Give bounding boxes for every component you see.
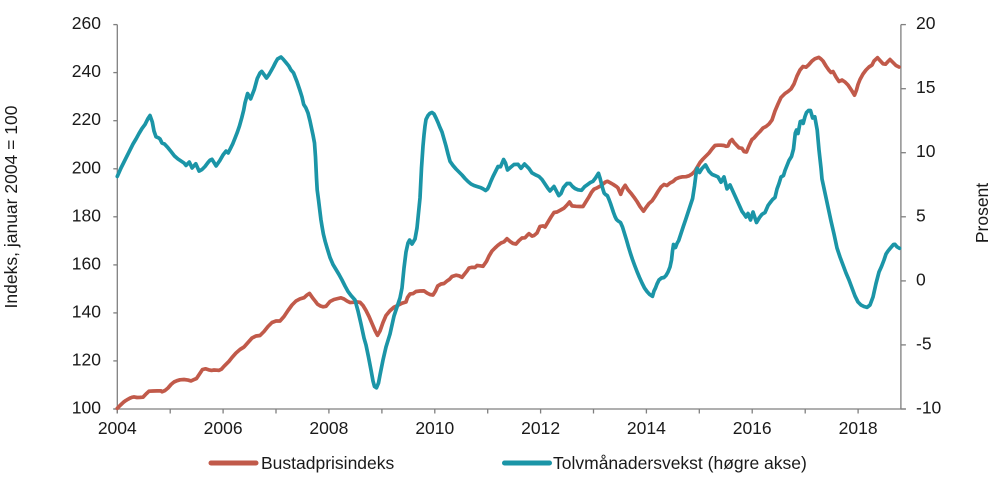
- svg-text:15: 15: [916, 77, 935, 97]
- svg-text:2010: 2010: [415, 418, 454, 438]
- svg-text:240: 240: [72, 61, 101, 81]
- svg-text:140: 140: [72, 301, 101, 321]
- svg-text:Indeks, januar 2004 = 100: Indeks, januar 2004 = 100: [1, 105, 21, 308]
- svg-text:2004: 2004: [98, 418, 137, 438]
- svg-text:160: 160: [72, 253, 101, 273]
- svg-text:10: 10: [916, 141, 936, 161]
- svg-text:2016: 2016: [733, 418, 772, 438]
- svg-text:2008: 2008: [309, 418, 348, 438]
- svg-text:Prosent: Prosent: [972, 183, 992, 243]
- svg-text:-5: -5: [916, 333, 932, 353]
- svg-text:180: 180: [72, 205, 101, 225]
- svg-text:Bustadprisindeks: Bustadprisindeks: [261, 453, 395, 473]
- svg-text:20: 20: [916, 13, 936, 33]
- svg-text:5: 5: [916, 205, 926, 225]
- svg-text:-10: -10: [916, 398, 942, 418]
- svg-text:0: 0: [916, 269, 926, 289]
- svg-text:Tolvmånadersvekst (høgre akse): Tolvmånadersvekst (høgre akse): [553, 453, 807, 473]
- svg-text:100: 100: [72, 398, 101, 418]
- svg-text:120: 120: [72, 349, 101, 369]
- svg-text:2014: 2014: [627, 418, 666, 438]
- svg-text:220: 220: [72, 109, 101, 129]
- svg-text:260: 260: [72, 13, 101, 33]
- svg-text:200: 200: [72, 157, 101, 177]
- svg-text:2006: 2006: [204, 418, 243, 438]
- svg-text:2018: 2018: [839, 418, 878, 438]
- svg-text:2012: 2012: [521, 418, 560, 438]
